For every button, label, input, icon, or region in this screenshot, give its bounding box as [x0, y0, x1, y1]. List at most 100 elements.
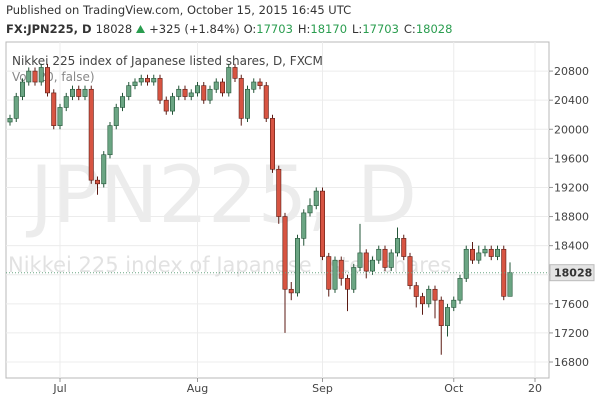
y-tick-label: 16800	[554, 356, 589, 369]
candle-body	[238, 78, 244, 119]
quote-value: 17703	[256, 22, 293, 36]
candle-body	[207, 88, 213, 101]
change: +325 (+1.84%)	[149, 22, 240, 36]
candle-body	[332, 259, 338, 290]
candle-body	[469, 248, 475, 261]
quote-label: O:	[243, 22, 257, 36]
candle-body	[163, 99, 169, 112]
candle-body	[57, 107, 63, 126]
candle-body	[351, 267, 357, 290]
y-tick-label: 19600	[554, 152, 589, 165]
candle-body	[444, 307, 450, 326]
candle-body	[501, 248, 507, 297]
x-tick-label: Aug	[187, 382, 208, 395]
candle-body	[488, 248, 494, 257]
candle-body	[419, 296, 425, 305]
candle-body	[494, 248, 500, 257]
quote-value: 18028	[415, 22, 453, 36]
candle-body	[138, 78, 144, 83]
y-tick-label: 19200	[554, 181, 589, 194]
candle-body	[426, 288, 432, 305]
candle-body	[126, 85, 132, 97]
quote: L:17703	[352, 22, 399, 36]
candle-body	[51, 92, 57, 126]
candle-body	[88, 88, 94, 181]
candle-body	[220, 81, 226, 94]
candle-body	[113, 107, 119, 126]
candle-body	[394, 238, 400, 254]
x-tick-label: 20	[528, 382, 542, 395]
candle-body	[7, 118, 13, 123]
quote-line: FX:JPN225, D 18028 +325 (+1.84%) O:17703…	[6, 22, 452, 36]
candle-body	[432, 288, 438, 301]
candle-body	[401, 238, 407, 257]
y-tick-label: 20800	[554, 65, 589, 78]
candle-body	[463, 248, 469, 279]
candle-body	[357, 252, 363, 268]
candle-body	[382, 248, 388, 268]
y-tick-label: 20000	[554, 123, 589, 136]
candle-body	[438, 299, 444, 326]
candle-body	[132, 81, 138, 86]
candle-body	[70, 88, 76, 97]
quote: O:17703	[244, 22, 293, 36]
candle-body	[388, 252, 394, 268]
candle-body	[26, 70, 32, 83]
candle-body	[38, 67, 44, 83]
watermark: JPN225, D	[25, 151, 417, 241]
candle-body	[451, 299, 457, 308]
candle-body	[276, 168, 282, 217]
quote: C:18028	[404, 22, 453, 36]
y-tick-label: 20400	[554, 94, 589, 107]
candle-body	[363, 252, 369, 272]
candle-body	[257, 81, 263, 86]
candle-body	[263, 85, 269, 119]
y-tick-label: 18800	[554, 211, 589, 224]
candle-body	[232, 67, 238, 79]
candle-body	[369, 259, 375, 272]
candle-body	[201, 85, 207, 101]
up-arrow	[136, 25, 146, 33]
ohlc-quotes: O:17703 H:18170 L:17703 C:18028	[244, 22, 453, 36]
candle-body	[344, 278, 350, 290]
candle-body	[269, 118, 275, 170]
candle-body	[407, 256, 413, 286]
candle-body	[13, 96, 19, 119]
candle-body	[82, 88, 88, 97]
candle-body	[188, 92, 194, 97]
last-price-label: 18028	[554, 267, 592, 280]
candle-body	[226, 67, 232, 94]
quote-label: C:	[403, 22, 416, 36]
x-tick-label: Sep	[312, 382, 333, 395]
candle-body	[457, 278, 463, 301]
y-tick-label: 17600	[554, 298, 589, 311]
candle-body	[282, 216, 288, 290]
candle-body	[476, 252, 482, 261]
candle-body	[338, 259, 344, 279]
candle-body	[182, 88, 188, 97]
candle-body	[319, 190, 325, 257]
candle-body	[44, 67, 50, 94]
candle-body	[157, 78, 163, 101]
candle-body	[145, 78, 151, 83]
candle-body	[19, 81, 25, 97]
candle-body	[170, 96, 176, 112]
quote-value: 17703	[362, 22, 399, 36]
legend-title: Nikkei 225 index of Japanese listed shar…	[12, 54, 323, 68]
candle-body	[107, 125, 113, 156]
candle-body	[507, 272, 513, 297]
candle-body	[120, 96, 126, 108]
candle-body	[213, 81, 219, 90]
candle-body	[76, 88, 82, 97]
candle-body	[101, 154, 107, 185]
candle-body	[482, 248, 488, 254]
candle-body	[251, 81, 257, 90]
candle-body	[151, 78, 157, 83]
candle-body	[376, 248, 382, 261]
published-line: Published on TradingView.com, October 15…	[6, 3, 352, 17]
y-tick-label: 17200	[554, 327, 589, 340]
quote-label: H:	[297, 22, 311, 36]
quote-value: 18170	[310, 22, 348, 36]
candle-body	[301, 212, 307, 239]
